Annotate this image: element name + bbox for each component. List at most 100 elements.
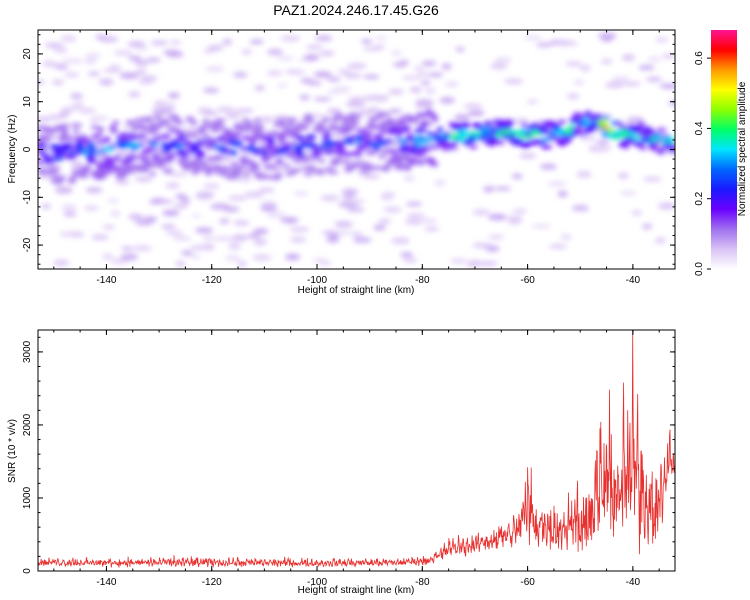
spectrogram-cell <box>424 88 436 94</box>
spectrogram-cell <box>390 50 402 56</box>
spectrogram-cell <box>206 139 217 145</box>
spectrogram-cell <box>398 146 408 153</box>
spectrogram-cell <box>382 148 391 155</box>
spectrogram-cell <box>51 172 59 178</box>
spectrogram-cell <box>140 126 151 131</box>
spectrogram-cell <box>557 190 568 198</box>
spectrogram-cell <box>401 75 422 81</box>
spectrogram-cell <box>424 157 436 163</box>
spectrogram-cell <box>134 176 153 183</box>
spectrogram-cell <box>162 209 180 217</box>
spectrogram-cell <box>328 132 348 138</box>
spectrogram-cell <box>180 198 191 203</box>
spectrogram-cell <box>362 130 373 138</box>
spectrogram-cell <box>203 183 220 190</box>
spectrogram-cell <box>656 148 666 153</box>
spectrogram-cell <box>603 115 611 120</box>
spectrogram-cell <box>289 236 307 244</box>
spectrogram-cell <box>566 41 579 46</box>
spectrogram-cell <box>230 161 239 167</box>
spectrogram-cell <box>573 79 585 86</box>
spectrogram-cell <box>331 119 339 124</box>
spectrogram-cell <box>428 137 436 142</box>
spectrogram-cell <box>326 76 341 82</box>
spectrogram-cell <box>388 88 404 95</box>
spectrogram-cell <box>463 103 483 109</box>
spectrogram-cell <box>161 223 176 230</box>
spectrogram-cell <box>84 164 91 172</box>
spectrogram-cell <box>212 164 221 172</box>
spectrogram-cell <box>219 125 227 131</box>
spectrogram-cell <box>299 94 310 101</box>
spectrogram-cell <box>422 146 431 152</box>
spectrogram-cell <box>579 64 592 72</box>
spectrogram-cell <box>307 80 322 86</box>
spectrogram-cell <box>576 113 587 119</box>
spectrogram-cell <box>115 179 130 185</box>
spectrogram-cell <box>233 219 250 226</box>
spectrogram-cell <box>404 218 424 225</box>
spectrogram-cell <box>257 125 264 132</box>
spectrogram-cell <box>214 117 226 124</box>
spectrogram-cell <box>236 260 248 268</box>
spectrogram-cell <box>166 51 184 58</box>
spectrogram-cell <box>479 126 491 133</box>
spectrogram-cell <box>296 122 303 127</box>
spectrogram-cell <box>196 128 206 134</box>
spectrogram-cell <box>194 151 206 159</box>
spectrogram-cell <box>231 169 243 176</box>
spectrogram-cell <box>305 44 324 51</box>
spectrogram-cell <box>228 243 241 250</box>
spectrogram-cell <box>285 146 293 151</box>
spectrogram-cell <box>585 125 598 132</box>
spectrogram-cell <box>557 129 565 134</box>
spectrogram-cell <box>42 60 58 68</box>
spectrogram-cell <box>430 116 439 122</box>
spectrogram-cell <box>87 71 101 77</box>
spectrogram-cell <box>426 131 435 136</box>
spectrogram-cell <box>147 129 159 135</box>
spectrogram-cell <box>180 153 191 159</box>
spectrogram-cell <box>656 127 667 132</box>
snr-series-line <box>38 330 675 569</box>
spectrogram-cell <box>192 168 202 174</box>
spectrogram-cell <box>378 154 387 160</box>
spectrogram-cell <box>405 201 423 207</box>
spectrogram-cell <box>72 129 81 134</box>
spectrogram-cell <box>383 206 402 213</box>
spectrogram-cell <box>319 51 335 56</box>
spectrogram-cell <box>253 228 269 235</box>
spectrogram-cell <box>111 120 120 126</box>
spectrogram-cell <box>85 187 103 194</box>
spectrogram-cell <box>441 63 452 71</box>
spectrogram-cell <box>46 159 56 165</box>
spectrogram-cell <box>318 35 333 42</box>
spectrogram-cell <box>594 145 613 151</box>
spectrogram-cell <box>202 235 215 241</box>
spectrogram-cell <box>195 192 215 198</box>
spectrogram-cell <box>248 140 256 148</box>
y-tick-label: 20 <box>22 48 33 60</box>
snr-y-ticks: 0 1000 2000 3000 <box>22 336 675 574</box>
spectrogram-cell <box>145 146 156 153</box>
spectrogram-cell <box>638 64 655 71</box>
spectrogram-cell <box>253 242 265 247</box>
spectrogram-cell <box>128 55 142 61</box>
spectrogram-cell <box>331 115 343 120</box>
spectrogram-cell <box>81 138 93 144</box>
spectrogram-cell <box>431 161 439 167</box>
spectrogram-cell <box>531 224 551 229</box>
spectrogram-cell <box>122 167 133 174</box>
spectrogram-cell <box>159 101 177 109</box>
spectrogram-cell <box>413 141 423 147</box>
spectrogram-cell <box>190 120 198 126</box>
spectrogram-cell <box>113 50 134 56</box>
spectrogram-cell <box>424 226 440 232</box>
spectrogram-cell <box>38 167 47 175</box>
spectrogram-cell <box>61 106 79 112</box>
spectrogram-cell <box>107 198 120 203</box>
spectrogram-cell <box>289 226 310 233</box>
spectrogram-cell <box>373 224 386 231</box>
spectrogram-cell <box>420 120 430 128</box>
spectrogram-cell <box>341 188 359 195</box>
